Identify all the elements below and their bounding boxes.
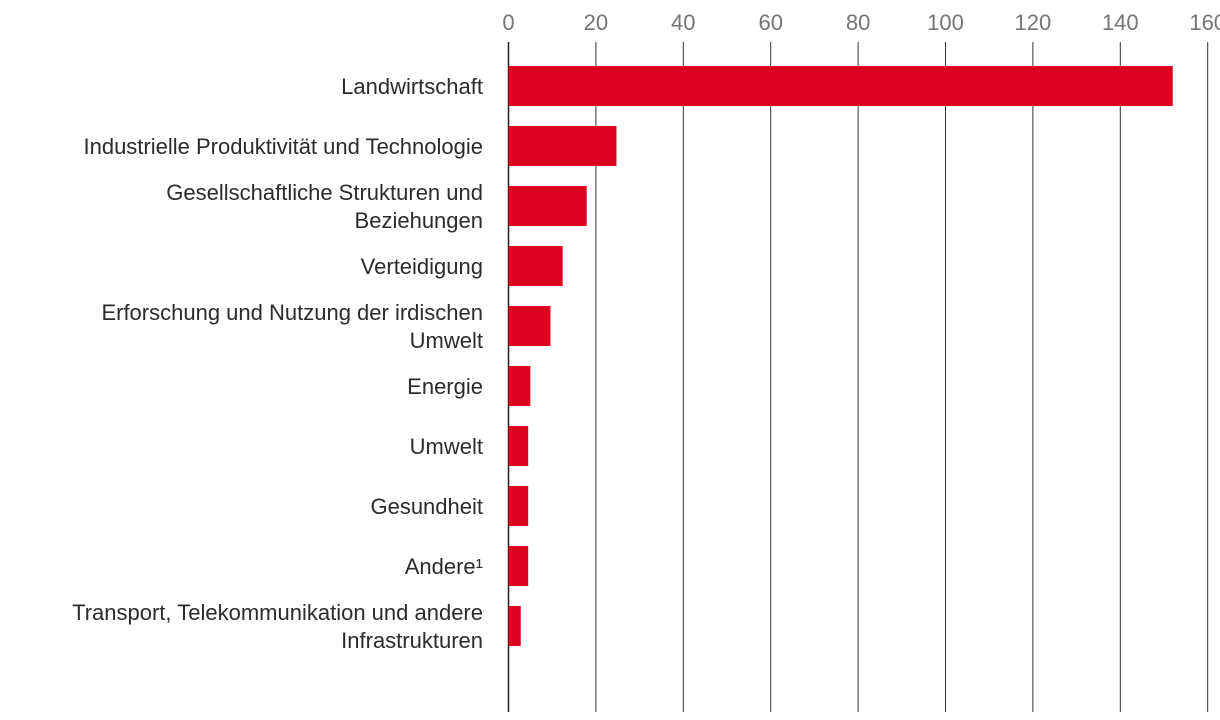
category-label: Energie — [407, 374, 483, 399]
category-label-line: Gesellschaftliche Strukturen und — [166, 180, 483, 205]
bar — [508, 126, 617, 166]
category-label-line: Verteidigung — [361, 254, 483, 279]
category-label-line: Umwelt — [410, 328, 483, 353]
category-label: Gesellschaftliche Strukturen und Beziehun… — [166, 180, 483, 233]
category-label-line: Beziehungen — [355, 208, 483, 233]
bar — [508, 66, 1173, 106]
category-label: Umwelt — [410, 434, 483, 459]
category-label: Verteidigung — [361, 254, 483, 279]
category-label: Industrielle Produktivität und Technolog… — [83, 134, 483, 159]
category-label-line: Infrastrukturen — [341, 628, 483, 653]
x-tick-label: 40 — [671, 10, 695, 35]
category-label-line: Gesundheit — [370, 494, 483, 519]
category-label-line: Landwirtschaft — [341, 74, 483, 99]
x-tick-label: 0 — [502, 10, 514, 35]
category-label-line: Erforschung und Nutzung der irdischen — [101, 300, 483, 325]
category-label: Gesundheit — [370, 494, 483, 519]
bar — [508, 606, 521, 646]
x-axis-ticks: 0 20 40 60 80 100 120 140 160 — [502, 10, 1220, 35]
bar — [508, 546, 529, 586]
x-tick-label: 20 — [584, 10, 608, 35]
category-labels: Landwirtschaft Industrielle Produktivität… — [72, 74, 483, 653]
category-label-line: Energie — [407, 374, 483, 399]
category-label-line: Umwelt — [410, 434, 483, 459]
bar — [508, 246, 563, 286]
x-tick-label: 160 — [1189, 10, 1220, 35]
category-label: Transport, Telekommunikation und andere I… — [72, 600, 483, 653]
bars — [508, 66, 1173, 646]
category-label-line: Transport, Telekommunikation und andere — [72, 600, 483, 625]
x-tick-label: 80 — [846, 10, 870, 35]
x-tick-label: 60 — [758, 10, 782, 35]
category-label-line: Andere¹ — [405, 554, 483, 579]
x-tick-label: 100 — [927, 10, 964, 35]
x-tick-label: 120 — [1015, 10, 1052, 35]
category-label: Landwirtschaft — [341, 74, 483, 99]
category-label: Erforschung und Nutzung der irdischen Umw… — [101, 300, 483, 353]
category-label-line: Industrielle Produktivität und Technolog… — [83, 134, 483, 159]
bar — [508, 186, 587, 226]
bar — [508, 426, 529, 466]
x-tick-label: 140 — [1102, 10, 1139, 35]
bar — [508, 306, 551, 346]
category-label: Andere¹ — [405, 554, 483, 579]
bar — [508, 366, 531, 406]
bar — [508, 486, 529, 526]
